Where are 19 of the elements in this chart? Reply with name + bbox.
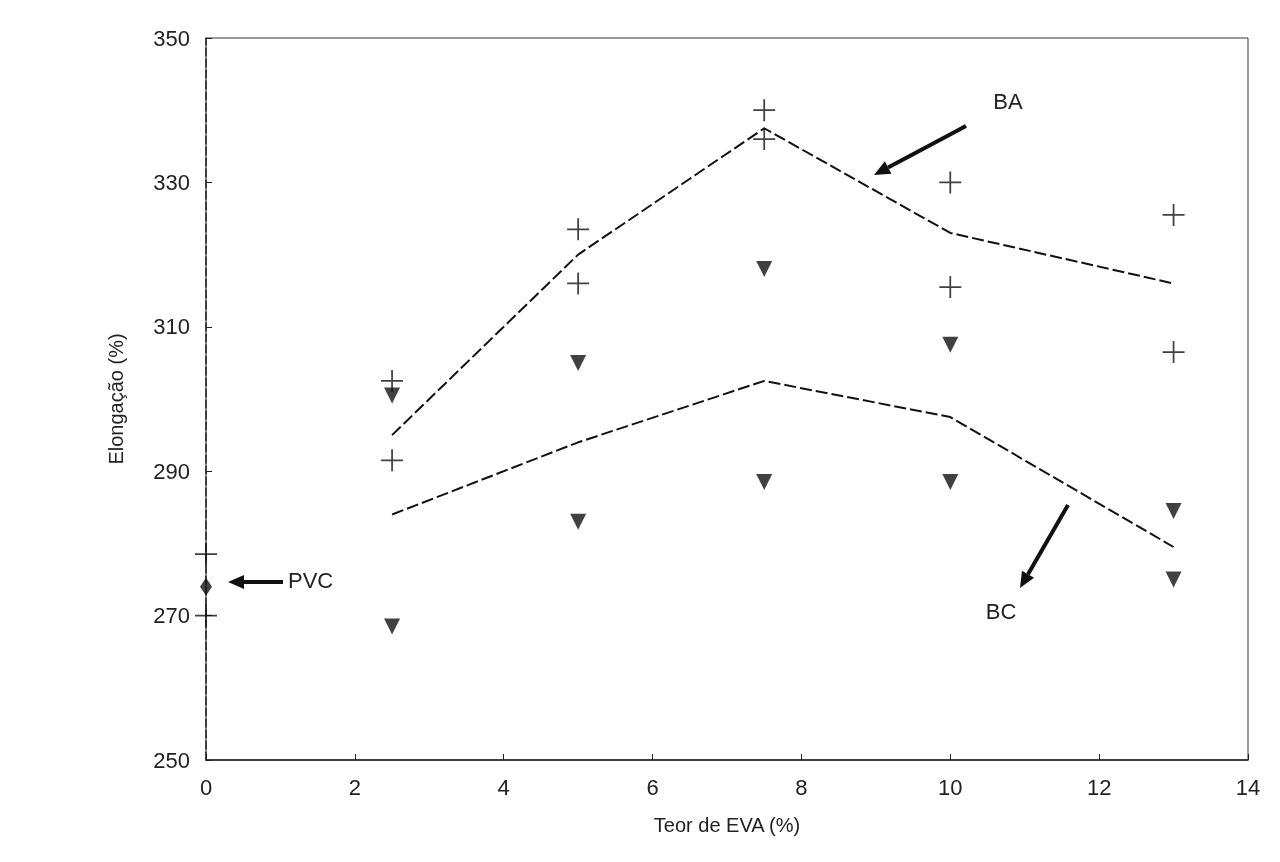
y-tick-label: 350: [153, 25, 190, 51]
y-tick-label: 270: [153, 603, 190, 629]
y-tick-label: 330: [153, 169, 190, 195]
x-tick-label: 6: [646, 774, 659, 800]
x-axis-title: Teor de EVA (%): [653, 814, 801, 836]
x-tick-label: 8: [795, 774, 808, 800]
x-tick-label: 14: [1235, 774, 1261, 800]
x-tick-label: 2: [348, 774, 361, 800]
x-tick-label: 12: [1086, 774, 1112, 800]
y-tick-label: 290: [153, 458, 190, 484]
x-tick-label: 4: [497, 774, 510, 800]
annotation: BA: [993, 88, 1023, 114]
annotation: BC: [985, 598, 1017, 624]
annotation: PVC: [288, 567, 334, 593]
y-tick-label: 310: [153, 314, 190, 340]
y-tick-label: 250: [153, 747, 190, 773]
y-axis-title: Elongação (%): [105, 333, 127, 465]
x-tick-label: 0: [199, 774, 213, 800]
x-tick-label: 10: [938, 774, 963, 800]
